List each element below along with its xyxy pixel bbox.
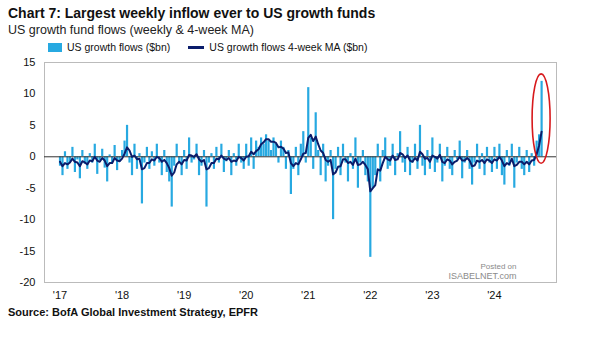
svg-text:'19: '19 (177, 289, 191, 301)
svg-text:'18: '18 (115, 289, 129, 301)
svg-text:'24: '24 (487, 289, 501, 301)
svg-text:-20: -20 (20, 276, 36, 288)
svg-text:10: 10 (23, 87, 35, 99)
html-text:Chart 7: Largest weekly inflow: Chart 7: Largest weekly inflow ever to U… (8, 5, 376, 21)
svg-text:'22: '22 (363, 289, 377, 301)
html-text:US growth fund flows (weekly &: US growth fund flows (weekly & 4-week MA… (8, 23, 254, 37)
svg-text:'23: '23 (425, 289, 439, 301)
svg-text:'21: '21 (301, 289, 315, 301)
svg-text:ISABELNET.com: ISABELNET.com (448, 271, 516, 281)
svg-text:-5: -5 (26, 182, 36, 194)
svg-text:0: 0 (29, 150, 35, 162)
svg-text:'17: '17 (53, 289, 67, 301)
html-text:US growth flows ($bn): US growth flows ($bn) (67, 41, 171, 53)
svg-text:5: 5 (29, 119, 35, 131)
svg-text:'20: '20 (239, 289, 253, 301)
html-text:US growth flows 4-week MA ($bn: US growth flows 4-week MA ($bn) (209, 41, 368, 53)
svg-text:Posted on: Posted on (480, 262, 516, 271)
html-text:Source: BofA Global Investment: Source: BofA Global Investment Strategy,… (8, 306, 258, 318)
svg-text:15: 15 (23, 56, 35, 68)
svg-text:-10: -10 (20, 213, 36, 225)
svg-text:-15: -15 (20, 245, 36, 257)
